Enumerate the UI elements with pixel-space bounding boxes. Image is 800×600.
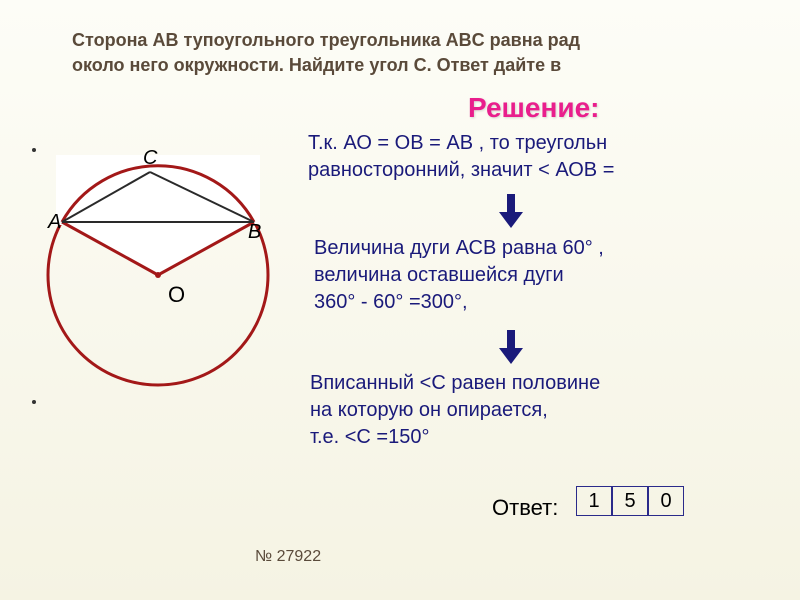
label-c: C [143, 147, 158, 169]
label-b: B [248, 221, 261, 243]
down-arrow-icon [495, 192, 527, 235]
decorative-dot [32, 400, 36, 404]
para3-line2: на которую он опирается, [310, 399, 548, 421]
solution-para-3: Вписанный ˂С равен половине на которую о… [310, 370, 600, 451]
center-dot [155, 272, 161, 278]
answer-digit: 1 [576, 486, 612, 516]
para1-line2: равносторонний, значит ˂ АОВ = [308, 159, 614, 181]
solution-para-2: Величина дуги АСВ равна 60° , величина о… [314, 235, 604, 316]
answer-boxes: 1 5 0 [576, 486, 684, 516]
para3-line3: т.е. ˂С =150° [310, 426, 429, 448]
problem-number: № 27922 [255, 548, 321, 566]
problem-line-1: Сторона AB тупоугольного треугольника AB… [72, 30, 580, 50]
para2-line3: 360° - 60° =300°, [314, 291, 468, 313]
solution-para-1: Т.к. АО = ОВ = АВ , то треугольн равност… [308, 130, 614, 184]
para3-line1: Вписанный ˂С равен половине [310, 372, 600, 394]
label-o: О [168, 282, 185, 307]
answer-digit: 5 [612, 486, 648, 516]
answer-digit: 0 [648, 486, 684, 516]
para2-line1: Величина дуги АСВ равна 60° , [314, 237, 604, 259]
down-arrow-icon [495, 328, 527, 371]
para2-line2: величина оставшейся дуги [314, 264, 564, 286]
solution-title: Решение: [468, 92, 599, 124]
problem-line-2: около него окружности. Найдите угол C. О… [72, 55, 561, 75]
problem-statement: Сторона AB тупоугольного треугольника AB… [72, 28, 780, 78]
label-a: A [47, 211, 61, 233]
decorative-dot [32, 148, 36, 152]
geometry-diagram: A C B О [38, 140, 288, 415]
para1-line1: Т.к. АО = ОВ = АВ , то треугольн [308, 132, 607, 154]
answer-label: Ответ: [492, 495, 558, 521]
circle-triangle-svg: A C B О [38, 140, 288, 410]
